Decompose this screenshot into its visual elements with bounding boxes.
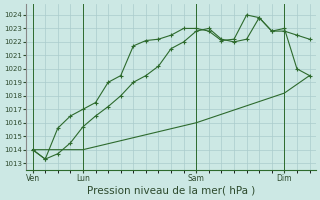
X-axis label: Pression niveau de la mer( hPa ): Pression niveau de la mer( hPa ) — [87, 186, 255, 196]
